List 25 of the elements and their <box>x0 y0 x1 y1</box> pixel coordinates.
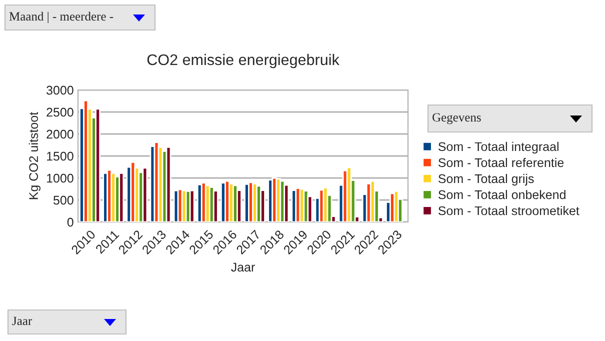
bar <box>284 184 290 222</box>
bar <box>95 108 100 222</box>
legend-label: Som - Totaal stroometiket <box>438 206 580 216</box>
y-tick-label: 2000 <box>46 130 74 139</box>
bar <box>212 190 218 222</box>
legend-label: Som - Totaal integraal <box>438 142 558 154</box>
y-tick-label: 500 <box>53 196 74 205</box>
legend-label: Som - Totaal grijs <box>438 174 534 186</box>
bar <box>118 172 124 222</box>
y-tick-label: 0 <box>67 218 74 227</box>
text: Gegevens <box>432 113 481 124</box>
y-tick-label: 3000 <box>46 86 74 95</box>
x-axis-title: Jaar <box>231 262 255 272</box>
bar <box>166 146 172 222</box>
y-tick-label: 2500 <box>46 108 74 117</box>
bar <box>189 190 195 222</box>
text: Maand | - meerdere - <box>9 12 114 24</box>
y-tick-label: 1500 <box>46 152 74 161</box>
bar <box>142 167 148 222</box>
text: Jaar <box>12 316 32 326</box>
legend-label: Som - Totaal onbekend <box>438 190 566 200</box>
y-tick-label: 1000 <box>46 174 74 183</box>
y-axis-title: Kg CO2 uitstoot <box>28 112 40 200</box>
legend-label: Som - Totaal referentie <box>438 158 564 168</box>
chart-title: CO2 emissie energiegebruik <box>147 54 340 68</box>
